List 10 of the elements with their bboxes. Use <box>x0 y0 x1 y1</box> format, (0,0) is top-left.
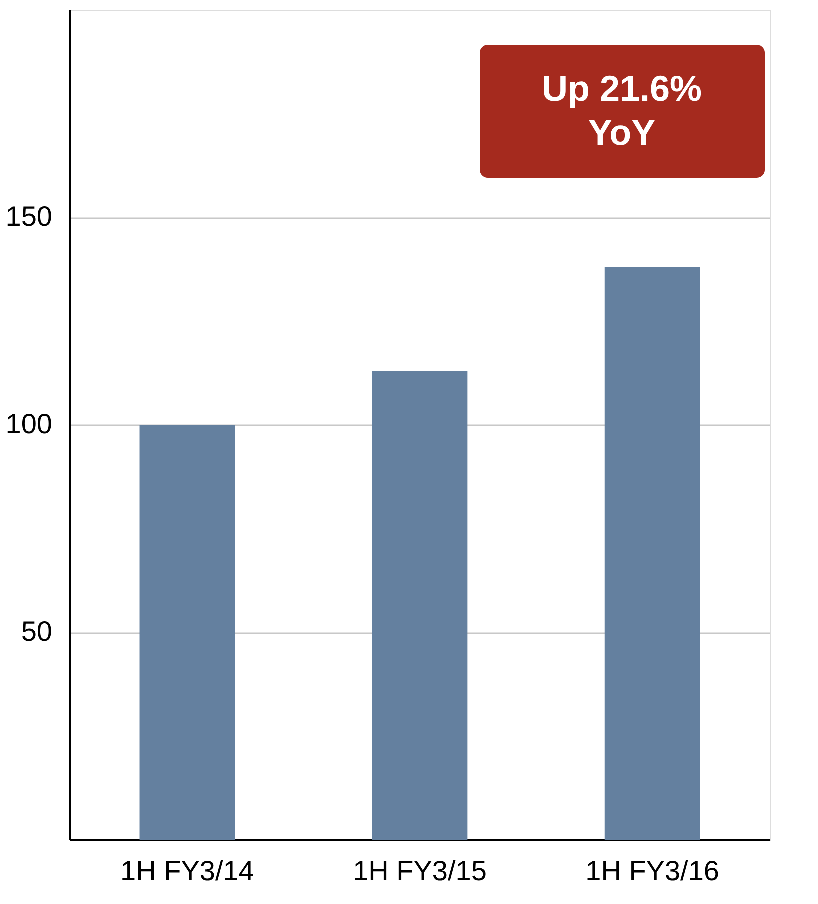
x-tick-label: 1H FY3/15 <box>353 856 487 886</box>
y-tick-label: 150 <box>6 201 52 232</box>
bar <box>140 425 236 840</box>
x-tick-label: 1H FY3/16 <box>586 856 720 886</box>
bar <box>372 371 468 840</box>
x-tick-label: 1H FY3/14 <box>120 856 254 886</box>
y-tick-label: 100 <box>6 408 52 440</box>
y-tick-label: 50 <box>21 616 52 647</box>
bar <box>604 267 700 840</box>
annotation: Up 21.6% YoY <box>542 68 702 153</box>
